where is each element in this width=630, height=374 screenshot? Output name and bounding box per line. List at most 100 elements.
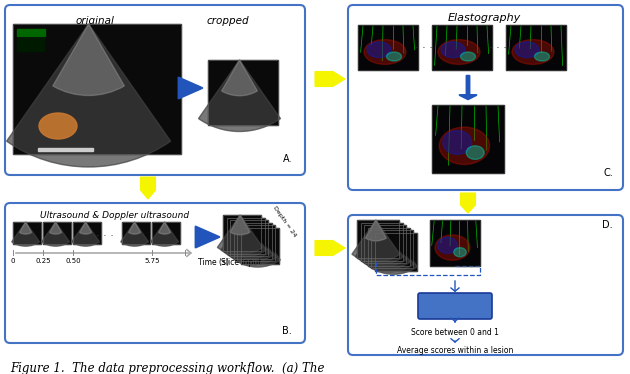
Wedge shape <box>248 227 268 247</box>
Bar <box>374 233 416 270</box>
Bar <box>152 222 180 244</box>
Ellipse shape <box>466 146 484 159</box>
Bar <box>122 222 150 244</box>
Wedge shape <box>372 225 393 246</box>
Text: Score between 0 and 1: Score between 0 and 1 <box>411 328 499 337</box>
Wedge shape <box>79 222 91 234</box>
Wedge shape <box>244 225 264 245</box>
Bar <box>73 222 101 244</box>
Bar <box>208 60 278 125</box>
Wedge shape <box>238 220 257 240</box>
Bar <box>13 222 41 244</box>
Bar <box>371 230 413 268</box>
Bar <box>223 215 261 251</box>
Ellipse shape <box>39 113 77 139</box>
Wedge shape <box>366 230 414 272</box>
Bar <box>430 220 480 266</box>
Wedge shape <box>151 222 178 246</box>
Ellipse shape <box>443 131 472 154</box>
Wedge shape <box>72 222 100 246</box>
Bar <box>13 24 181 154</box>
Wedge shape <box>230 215 250 235</box>
FancyArrow shape <box>140 177 156 199</box>
Ellipse shape <box>461 52 476 61</box>
Wedge shape <box>228 223 273 262</box>
Bar <box>364 225 406 263</box>
Text: Figure 1.  The data preprocessing workflow.  (a) The: Figure 1. The data preprocessing workflo… <box>10 362 324 374</box>
Text: Elastography: Elastography <box>447 13 520 23</box>
Bar <box>227 218 265 254</box>
Bar <box>432 105 504 173</box>
Wedge shape <box>129 222 140 234</box>
Bar <box>43 222 71 244</box>
Wedge shape <box>231 225 277 264</box>
Wedge shape <box>217 215 263 255</box>
Wedge shape <box>369 223 390 243</box>
Ellipse shape <box>534 52 549 61</box>
Wedge shape <box>369 233 418 274</box>
Wedge shape <box>50 222 62 234</box>
Bar <box>13 24 181 154</box>
Bar <box>371 230 413 268</box>
Bar <box>17 38 45 52</box>
Wedge shape <box>379 230 400 251</box>
Bar <box>223 215 261 251</box>
Ellipse shape <box>437 237 457 253</box>
Bar <box>358 25 418 70</box>
Text: 0.50: 0.50 <box>65 258 81 264</box>
Bar <box>506 25 566 70</box>
Bar <box>432 25 492 70</box>
Text: original: original <box>76 16 115 26</box>
Wedge shape <box>241 223 260 242</box>
Wedge shape <box>235 227 280 267</box>
Bar <box>234 223 272 258</box>
Text: 0.25: 0.25 <box>35 258 51 264</box>
Wedge shape <box>224 220 270 260</box>
Text: Depth = 24: Depth = 24 <box>272 206 297 238</box>
Wedge shape <box>234 218 253 237</box>
Wedge shape <box>352 220 400 262</box>
Wedge shape <box>198 60 280 132</box>
Bar <box>360 223 403 261</box>
FancyArrow shape <box>461 193 476 213</box>
Wedge shape <box>376 227 397 248</box>
Bar <box>241 227 278 264</box>
Wedge shape <box>355 223 403 264</box>
FancyArrow shape <box>315 240 345 255</box>
Bar <box>43 222 71 244</box>
Bar <box>122 222 150 244</box>
Ellipse shape <box>364 40 406 64</box>
Text: A.: A. <box>282 154 292 164</box>
Bar <box>430 220 480 266</box>
Bar <box>374 233 416 270</box>
Wedge shape <box>359 225 407 267</box>
Bar <box>241 227 278 264</box>
Text: . . .: . . . <box>96 228 114 238</box>
Bar <box>358 25 418 70</box>
Wedge shape <box>362 227 410 269</box>
Bar <box>230 220 268 256</box>
Wedge shape <box>6 24 171 167</box>
Text: C.: C. <box>604 168 613 178</box>
Ellipse shape <box>435 235 470 260</box>
FancyBboxPatch shape <box>418 293 492 319</box>
Bar <box>367 227 410 266</box>
Text: 0: 0 <box>11 258 15 264</box>
Bar <box>227 218 265 254</box>
Bar <box>432 25 492 70</box>
Bar <box>237 225 275 261</box>
Bar <box>13 222 41 244</box>
Wedge shape <box>222 60 258 96</box>
Ellipse shape <box>515 42 539 58</box>
FancyArrow shape <box>315 71 345 86</box>
Bar <box>357 220 399 258</box>
Bar <box>237 225 275 261</box>
Bar <box>208 60 278 125</box>
Bar <box>506 25 566 70</box>
Text: Average scores within a lesion: Average scores within a lesion <box>397 346 513 355</box>
Text: B.: B. <box>282 326 292 336</box>
Bar <box>367 227 410 266</box>
Wedge shape <box>365 220 386 241</box>
Text: cropped: cropped <box>207 16 249 26</box>
Text: Model: Model <box>437 301 472 311</box>
